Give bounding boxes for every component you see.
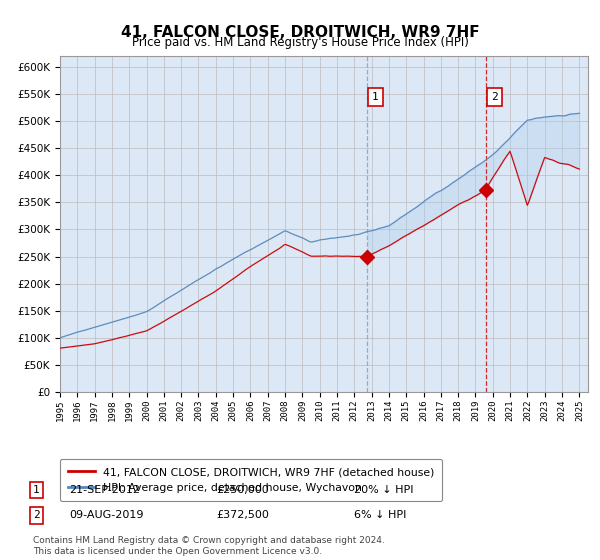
Text: 1: 1 bbox=[33, 485, 40, 495]
Text: 41, FALCON CLOSE, DROITWICH, WR9 7HF: 41, FALCON CLOSE, DROITWICH, WR9 7HF bbox=[121, 25, 479, 40]
Text: 6% ↓ HPI: 6% ↓ HPI bbox=[354, 510, 406, 520]
Legend: 41, FALCON CLOSE, DROITWICH, WR9 7HF (detached house), HPI: Average price, detac: 41, FALCON CLOSE, DROITWICH, WR9 7HF (de… bbox=[60, 459, 442, 501]
Text: 09-AUG-2019: 09-AUG-2019 bbox=[69, 510, 143, 520]
Text: 1: 1 bbox=[372, 92, 379, 102]
Text: £250,000: £250,000 bbox=[216, 485, 269, 495]
Text: 20% ↓ HPI: 20% ↓ HPI bbox=[354, 485, 413, 495]
Text: Contains HM Land Registry data © Crown copyright and database right 2024.
This d: Contains HM Land Registry data © Crown c… bbox=[33, 536, 385, 556]
Text: 2: 2 bbox=[491, 92, 498, 102]
Text: 2: 2 bbox=[33, 510, 40, 520]
Text: £372,500: £372,500 bbox=[216, 510, 269, 520]
Text: Price paid vs. HM Land Registry's House Price Index (HPI): Price paid vs. HM Land Registry's House … bbox=[131, 36, 469, 49]
Text: 21-SEP-2012: 21-SEP-2012 bbox=[69, 485, 140, 495]
